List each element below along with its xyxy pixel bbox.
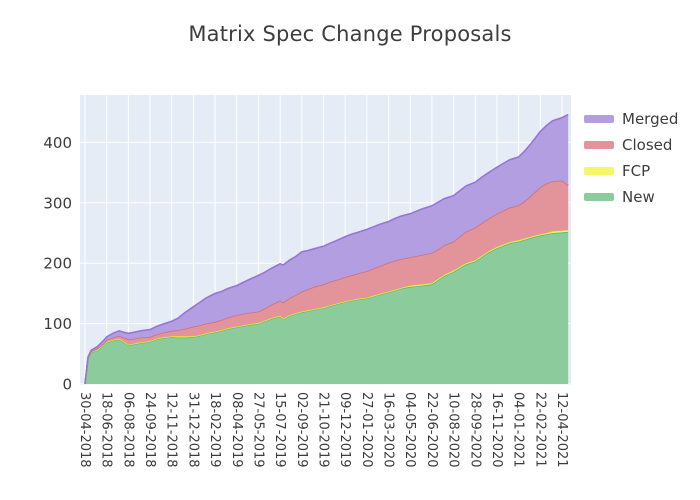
x-tick-label: 18-06-2018	[99, 392, 114, 468]
legend-item-closed[interactable]: Closed	[584, 132, 696, 158]
area-closed[interactable]	[85, 180, 569, 385]
x-tick-label: 16-03-2020	[381, 392, 396, 468]
x-tick-label: 30-04-2018	[77, 392, 92, 468]
x-tick-label: 06-08-2018	[120, 392, 135, 468]
x-tick-label: 12-11-2018	[164, 392, 179, 468]
legend-item-new[interactable]: New	[584, 184, 696, 210]
x-tick-label: 04-01-2021	[511, 392, 526, 468]
y-tick-label: 200	[43, 255, 72, 273]
x-tick-label: 24-09-2018	[142, 392, 157, 468]
chart-title: Matrix Spec Change Proposals	[188, 22, 512, 46]
x-tick-label: 02-09-2019	[294, 392, 309, 468]
legend-swatch-merged	[584, 115, 614, 123]
x-tick-label: 31-12-2018	[185, 392, 200, 468]
y-tick-label: 100	[43, 315, 72, 333]
area-new[interactable]	[85, 231, 569, 384]
legend-label-closed: Closed	[622, 136, 673, 154]
x-tick-label: 12-04-2021	[554, 392, 569, 468]
x-tick-label: 18-02-2019	[207, 392, 222, 468]
x-tick-label: 28-09-2020	[467, 392, 482, 468]
y-tick-label: 0	[62, 376, 72, 394]
x-tick-label: 09-12-2019	[337, 392, 352, 468]
line-merged	[84, 113, 569, 385]
x-tick-label: 27-01-2020	[359, 392, 374, 468]
legend-label-fcp: FCP	[622, 162, 651, 180]
legend-item-fcp[interactable]: FCP	[584, 158, 696, 184]
x-tick-label: 16-11-2020	[489, 392, 504, 468]
legend-swatch-closed	[584, 141, 614, 149]
legend: Merged Closed FCP New	[584, 106, 696, 210]
x-tick-label: 21-10-2019	[316, 392, 331, 468]
legend-swatch-new	[584, 193, 614, 201]
x-tick-label: 27-05-2019	[250, 392, 265, 468]
x-tick-label: 08-04-2019	[229, 392, 244, 468]
y-tick-label: 300	[43, 194, 72, 212]
x-tick-label: 10-08-2020	[446, 392, 461, 468]
legend-item-merged[interactable]: Merged	[584, 106, 696, 132]
x-tick-label: 04-05-2020	[402, 392, 417, 468]
legend-label-merged: Merged	[622, 110, 679, 128]
area-merged[interactable]	[85, 114, 569, 384]
legend-swatch-fcp	[584, 167, 614, 175]
x-tick-label: 22-06-2020	[424, 392, 439, 468]
x-tick-label: 22-02-2021	[532, 392, 547, 468]
legend-label-new: New	[622, 188, 655, 206]
x-tick-label: 15-07-2019	[272, 392, 287, 468]
y-tick-label: 400	[43, 134, 72, 152]
